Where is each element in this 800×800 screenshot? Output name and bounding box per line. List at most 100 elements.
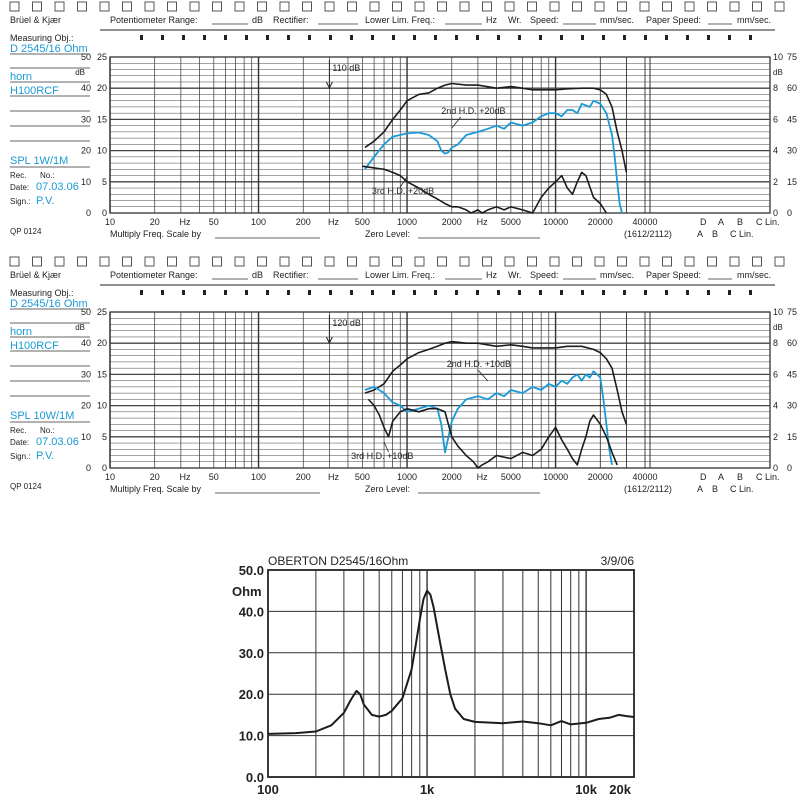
freq-tick-label: 50 <box>209 217 219 227</box>
right-scale-tick: 75 <box>787 307 797 317</box>
tick-mark <box>476 35 479 40</box>
sprocket-hole <box>594 256 605 267</box>
freq-tick-label: 10 <box>105 472 115 482</box>
right-scale-tick: 0 <box>787 463 792 473</box>
tick-mark <box>707 35 710 40</box>
weighting-code: A <box>697 484 703 494</box>
tick-mark <box>329 290 332 295</box>
tick-mark <box>686 290 689 295</box>
hz-unit: Hz <box>486 15 497 25</box>
right-scale-tick: 10 <box>773 52 783 62</box>
right-scale-tick: 15 <box>787 177 797 187</box>
sign-label: Sign.: <box>10 197 30 206</box>
freq-tick-label: 500 <box>355 472 370 482</box>
weighting-code: B <box>737 472 743 482</box>
sprocket-hole <box>437 1 447 12</box>
annotation-leader <box>399 176 408 188</box>
weighting-code: C Lin. <box>730 484 754 494</box>
left-scale-tick: 10 <box>97 146 107 156</box>
brand-label: Brüel & Kjær <box>10 15 61 25</box>
lower-lim-label: Lower Lim. Freq.: <box>365 15 435 25</box>
tick-mark <box>665 35 668 40</box>
sprocket-hole <box>369 256 380 267</box>
paper-strip-1: Brüel & Kjær Potentiometer Range: dB Rectif… <box>9 1 797 239</box>
freq-tick-label: 200 <box>296 217 311 227</box>
tick-mark <box>224 35 227 40</box>
freq-tick-label: 10 <box>105 217 115 227</box>
left-db-marker: dB <box>75 323 85 332</box>
lower-lim-label: Lower Lim. Freq.: <box>365 270 435 280</box>
left-db-tick: 40 <box>81 338 91 348</box>
tick-mark <box>140 35 143 40</box>
weighting-code: A <box>697 229 703 239</box>
sprocket-hole <box>504 1 515 12</box>
freq-tick-label: 20 <box>150 217 160 227</box>
left-db-tick: 50 <box>81 52 91 62</box>
sprocket-hole <box>774 1 785 12</box>
measuring-label: Measuring Obj.: <box>10 288 74 298</box>
sprocket-hole <box>729 256 740 267</box>
freq-tick-label: 10000 <box>543 217 568 227</box>
freq-tick-label: 20000 <box>588 472 613 482</box>
potentiometer-label: Potentiometer Range: <box>110 270 198 280</box>
left-scale-tick: 5 <box>102 177 107 187</box>
grid-frame <box>109 56 771 214</box>
sprocket-hole <box>482 1 492 12</box>
tick-mark <box>644 35 647 40</box>
sprocket-hole <box>482 256 492 267</box>
left-scale-tick: 10 <box>97 401 107 411</box>
test-condition: SPL 10W/1M <box>10 410 74 422</box>
left-db-tick: 50 <box>81 307 91 317</box>
tick-mark <box>623 35 626 40</box>
tick-mark <box>623 290 626 295</box>
test-condition: SPL 1W/1M <box>10 155 68 167</box>
right-scale-tick: 10 <box>773 307 783 317</box>
sprocket-hole <box>707 256 717 267</box>
impedance-date: 3/9/06 <box>601 554 635 568</box>
db-unit: dB <box>252 270 263 280</box>
left-db-tick: 0 <box>86 208 91 218</box>
annotation-2nd-hd: 2nd H.D. +20dB <box>441 106 505 116</box>
tick-mark <box>497 35 500 40</box>
tick-mark <box>581 290 584 295</box>
freq-tick-label: Hz <box>477 217 488 227</box>
tick-mark <box>245 290 248 295</box>
sprocket-hole <box>9 256 20 267</box>
impedance-chart: OBERTON D2545/16Ohm 3/9/06 50.0 40.0 30.0 20.… <box>232 554 635 797</box>
right-scale-tick: 8 <box>773 83 778 93</box>
sprocket-hole <box>54 256 65 267</box>
left-scale-tick: 20 <box>97 83 107 93</box>
freq-tick-label: 5000 <box>501 217 521 227</box>
sprocket-hole <box>662 256 672 267</box>
right-scale-tick: 2 <box>773 177 778 187</box>
freq-tick-label: 100 <box>251 472 266 482</box>
freq-tick-label: Hz <box>180 217 191 227</box>
freq-tick-label: 2000 <box>442 217 462 227</box>
sprocket-hole <box>527 1 537 12</box>
weighting-code: C Lin. <box>756 472 780 482</box>
tick-mark <box>161 290 164 295</box>
rectifier-label: Rectifier: <box>273 15 309 25</box>
sprocket-hole <box>752 256 762 267</box>
qp-code: QP 0124 <box>10 227 42 236</box>
weighting-code: B <box>712 484 718 494</box>
left-db-tick: 0 <box>86 463 91 473</box>
sprocket-hole <box>234 256 245 267</box>
right-db-marker: dB <box>773 323 783 332</box>
impedance-y-tick: 20.0 <box>239 687 264 702</box>
right-scale-tick: 45 <box>787 114 797 124</box>
measuring-label: Measuring Obj.: <box>10 33 74 43</box>
sprocket-hole <box>392 1 402 12</box>
impedance-x-tick: 100 <box>257 782 279 797</box>
sprocket-hole <box>707 1 717 12</box>
object-name: D 2545/16 Ohm <box>10 43 88 55</box>
sprocket-hole <box>549 1 560 12</box>
object-horn: horn <box>10 71 32 83</box>
right-scale-tick: 75 <box>787 52 797 62</box>
speed-label: Speed: <box>530 15 559 25</box>
sprocket-hole <box>279 256 290 267</box>
tick-mark <box>245 35 248 40</box>
tick-mark <box>539 290 542 295</box>
multiply-label: Multiply Freq. Scale by <box>110 484 202 494</box>
freq-tick-label: 100 <box>251 217 266 227</box>
